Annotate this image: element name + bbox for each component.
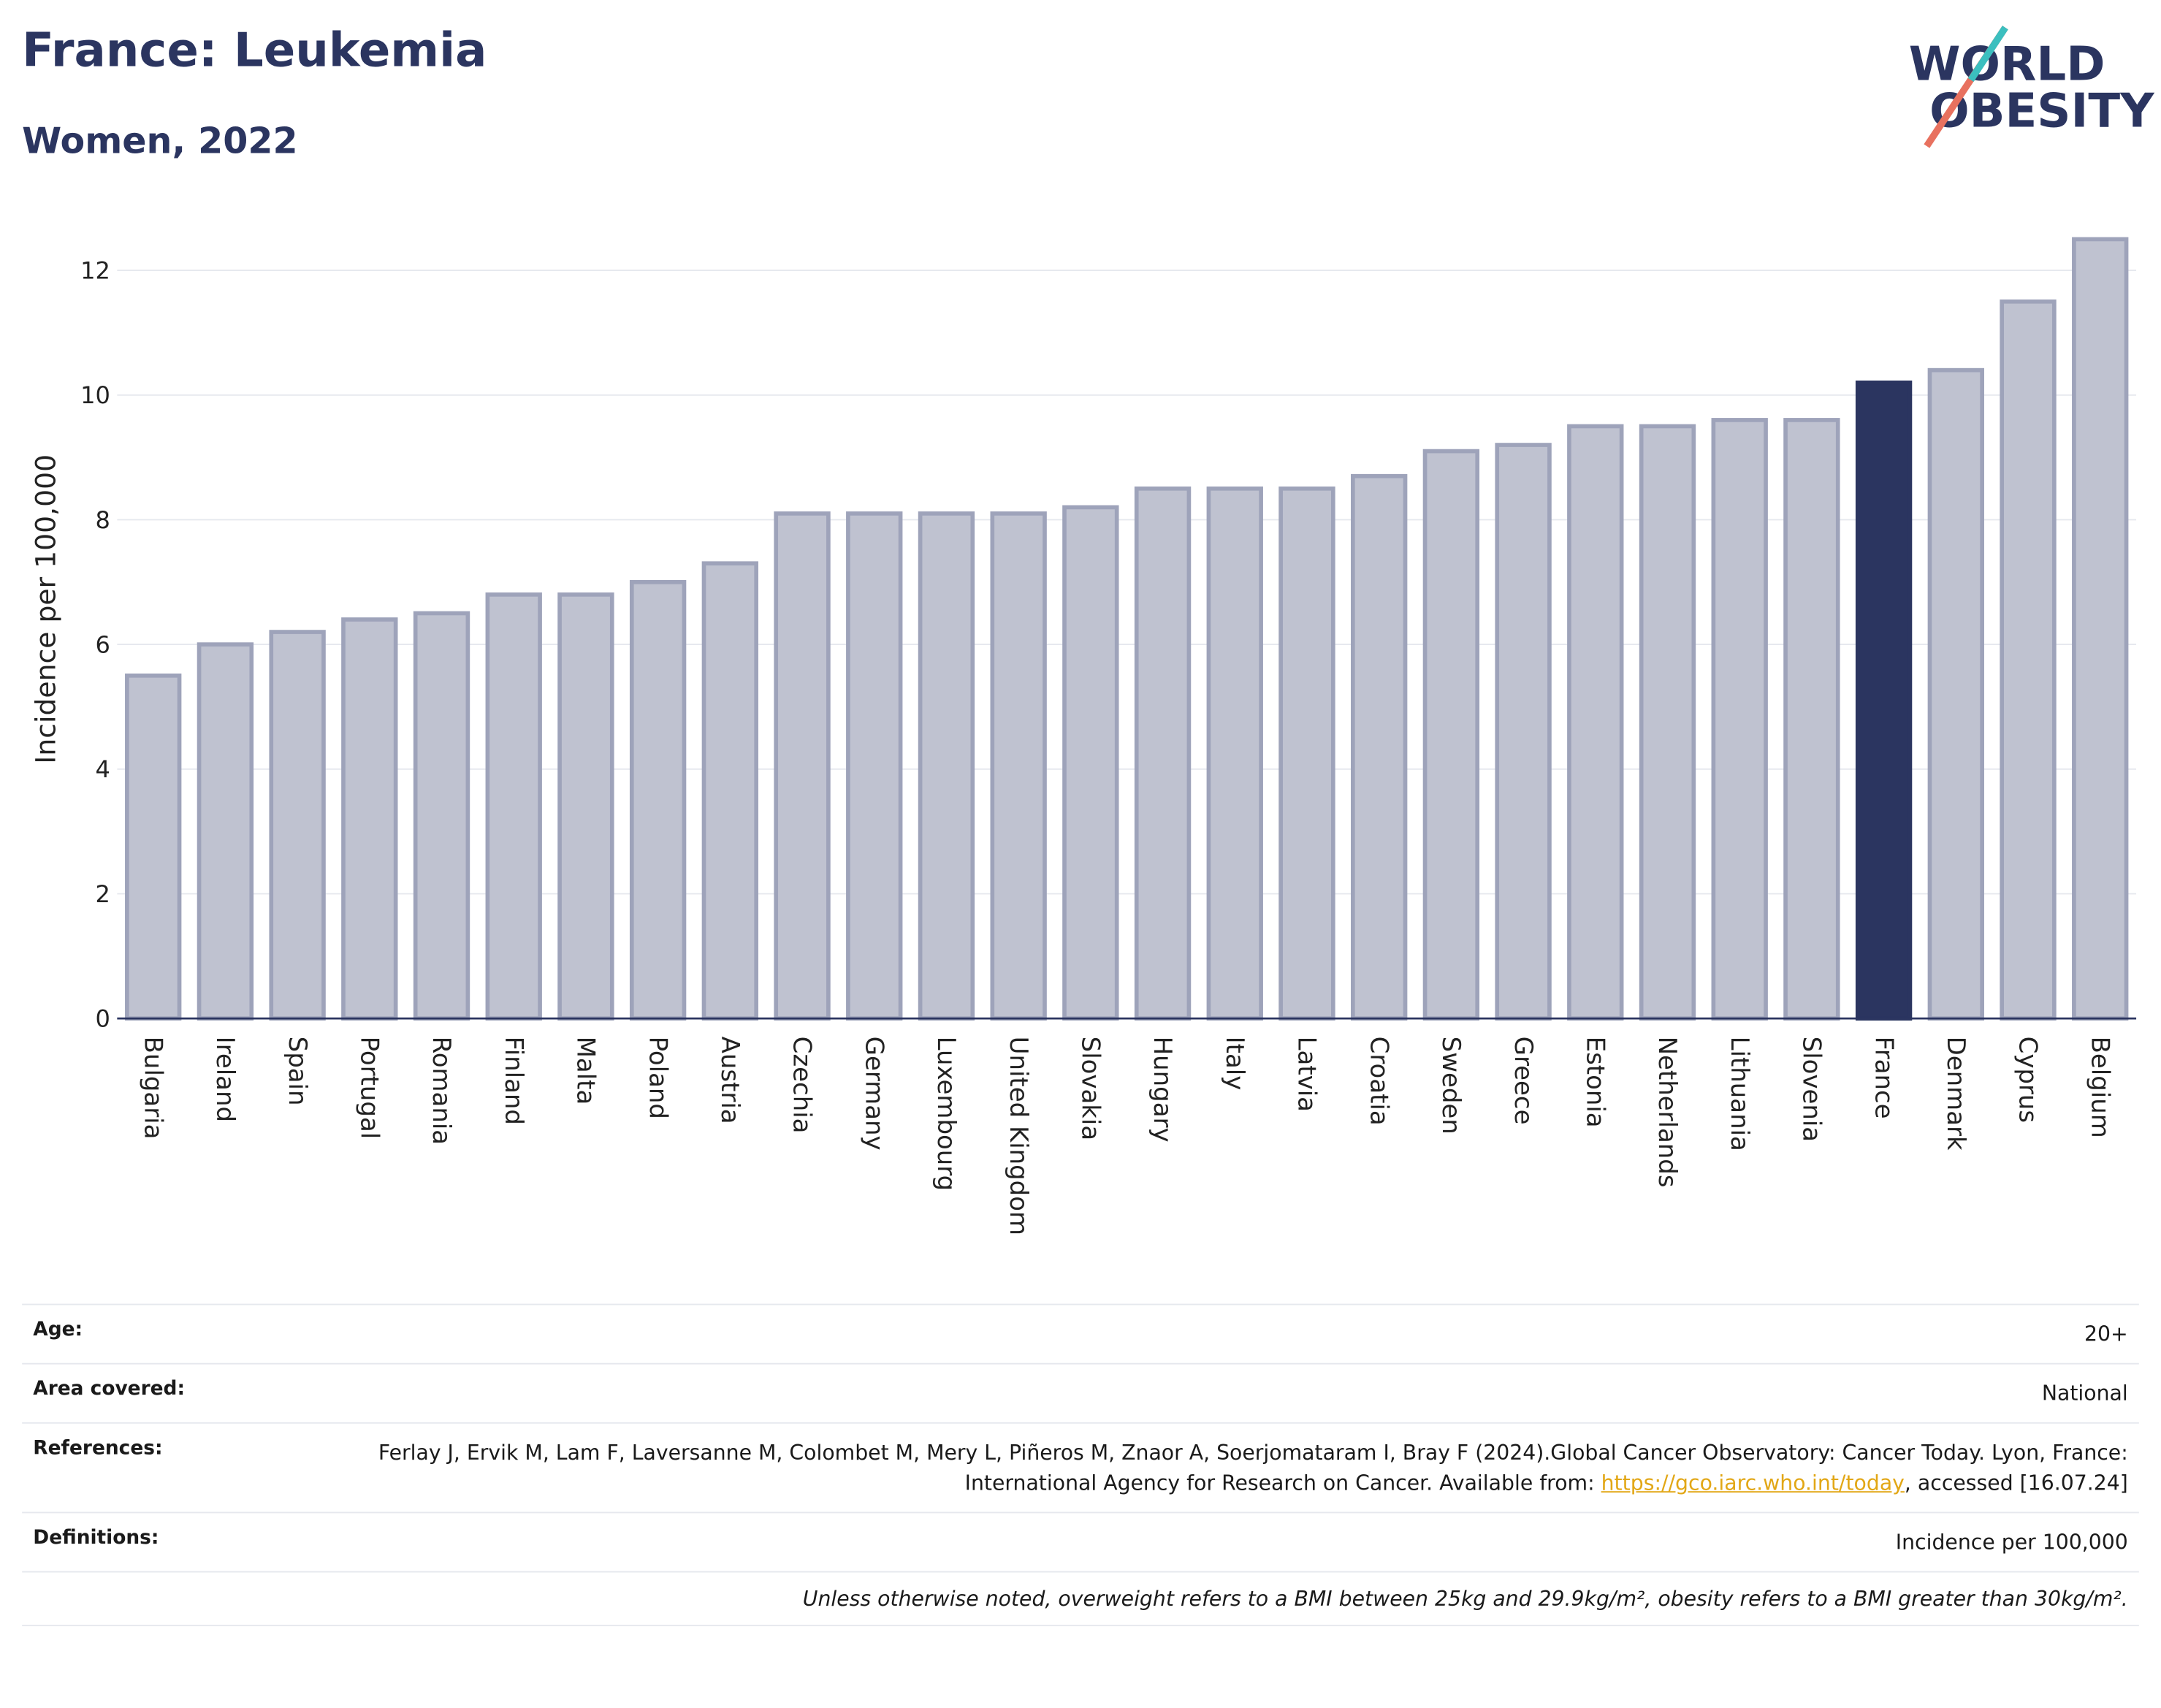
x-tick-label: Belgium: [2085, 1037, 2114, 1138]
x-tick-label: Cyprus: [2013, 1037, 2043, 1123]
y-tick-label: 0: [96, 1004, 110, 1032]
bar: [629, 579, 687, 1021]
bar: [1639, 424, 1696, 1021]
info-row: References: Ferlay J, Ervik M, Lam F, Lav…: [22, 1422, 2139, 1512]
info-row: Unless otherwise noted, overweight refer…: [22, 1571, 2139, 1627]
bar: [1278, 486, 1335, 1021]
reference-text: , accessed [16.07.24]: [1904, 1470, 2128, 1495]
bar: [1855, 380, 1913, 1021]
x-tick-label: Italy: [1220, 1037, 1249, 1091]
bar: [341, 617, 398, 1021]
info-label: Age:: [33, 1319, 83, 1341]
bar: [125, 673, 182, 1021]
note: Unless otherwise noted, overweight refer…: [802, 1586, 2128, 1612]
info-label: Definitions:: [33, 1527, 159, 1549]
x-tick-label: Latvia: [1292, 1037, 1322, 1112]
info-row: Definitions: Incidence per 100,000: [22, 1511, 2139, 1571]
info-row: Age: 20+: [22, 1303, 2139, 1363]
bar: [846, 511, 903, 1021]
bar: [1783, 418, 1840, 1021]
x-tick-label: Finland: [499, 1037, 528, 1125]
y-tick-label: 6: [96, 630, 110, 658]
x-tick-label: France: [1869, 1037, 1898, 1119]
bar: [1062, 505, 1119, 1021]
bar: [413, 611, 470, 1021]
bar: [1422, 449, 1480, 1021]
info-label: Area covered:: [33, 1378, 186, 1400]
y-tick-label: 8: [96, 506, 110, 534]
bar: [1134, 486, 1192, 1021]
subtitle: Women, 2022: [22, 119, 297, 161]
bar: [2000, 299, 2057, 1021]
bar: [2072, 237, 2129, 1021]
info-value: National: [2041, 1381, 2128, 1406]
y-tick-label: 12: [80, 256, 110, 284]
x-tick-label: Czechia: [788, 1037, 817, 1134]
x-tick-label: Slovakia: [1076, 1037, 1105, 1141]
bar: [557, 592, 614, 1021]
bar: [1351, 473, 1408, 1021]
logo-text: WORLD: [1909, 37, 2105, 91]
bar: [1567, 424, 1624, 1021]
y-tick-label: 10: [80, 381, 110, 409]
x-tick-label: Austria: [715, 1037, 744, 1124]
info-value: Ferlay J, Ervik M, Lam F, Laversanne M, …: [293, 1438, 2128, 1498]
info-value: 20+: [2084, 1322, 2128, 1347]
y-tick-label: 4: [96, 755, 110, 783]
bar: [1495, 443, 1552, 1021]
x-tick-label: Hungary: [1148, 1037, 1177, 1143]
x-tick-label: Lithuania: [1725, 1037, 1754, 1151]
x-tick-label: Germany: [859, 1037, 888, 1151]
x-tick-label: Denmark: [1941, 1037, 1970, 1151]
x-tick-label: Greece: [1509, 1037, 1538, 1125]
bar: [1206, 486, 1263, 1021]
bar: [1711, 418, 1768, 1021]
x-tick-label: Luxembourg: [931, 1037, 961, 1192]
x-tick-label: Bulgaria: [138, 1037, 167, 1140]
bar: [1927, 367, 1984, 1021]
bar: [269, 630, 326, 1021]
info-row: Area covered: National: [22, 1362, 2139, 1422]
x-tick-label: Croatia: [1364, 1037, 1393, 1126]
info-table: Age: 20+ Area covered: National References: F…: [22, 1303, 2139, 1627]
bar: [701, 561, 759, 1021]
bar: [197, 642, 254, 1021]
x-tick-label: Ireland: [210, 1037, 240, 1122]
x-tick-label: Slovenia: [1797, 1037, 1826, 1142]
x-tick-label: Netherlands: [1653, 1037, 1682, 1188]
bar: [990, 511, 1047, 1021]
bar: [774, 511, 831, 1021]
x-tick-label: Malta: [571, 1037, 601, 1105]
info-value: Incidence per 100,000: [1895, 1530, 2128, 1555]
x-tick-label: Romania: [427, 1037, 456, 1145]
x-tick-label: Spain: [283, 1037, 312, 1106]
y-axis-title: Incidence per 100,000: [29, 454, 61, 764]
logo-text: OBESITY: [1929, 84, 2155, 139]
info-label: References:: [33, 1437, 163, 1460]
chart: France: Leukemia Women, 2022 WORLD OBESI…: [22, 23, 2155, 1236]
reference-link[interactable]: https://gco.iarc.who.int/today: [1601, 1470, 1905, 1495]
x-tick-label: Portugal: [354, 1037, 384, 1140]
title: France: Leukemia: [22, 23, 487, 78]
bar: [485, 592, 542, 1021]
logo-slash: [1967, 26, 2008, 83]
x-tick-label: Estonia: [1580, 1037, 1609, 1128]
bar: [918, 511, 975, 1021]
y-tick-label: 2: [96, 880, 110, 908]
x-tick-label: Sweden: [1436, 1037, 1466, 1135]
x-tick-label: United Kingdom: [1004, 1037, 1033, 1235]
x-tick-label: Poland: [643, 1037, 672, 1119]
reference-text: Ferlay J, Ervik M, Lam F, Laversanne M, …: [378, 1440, 2128, 1495]
